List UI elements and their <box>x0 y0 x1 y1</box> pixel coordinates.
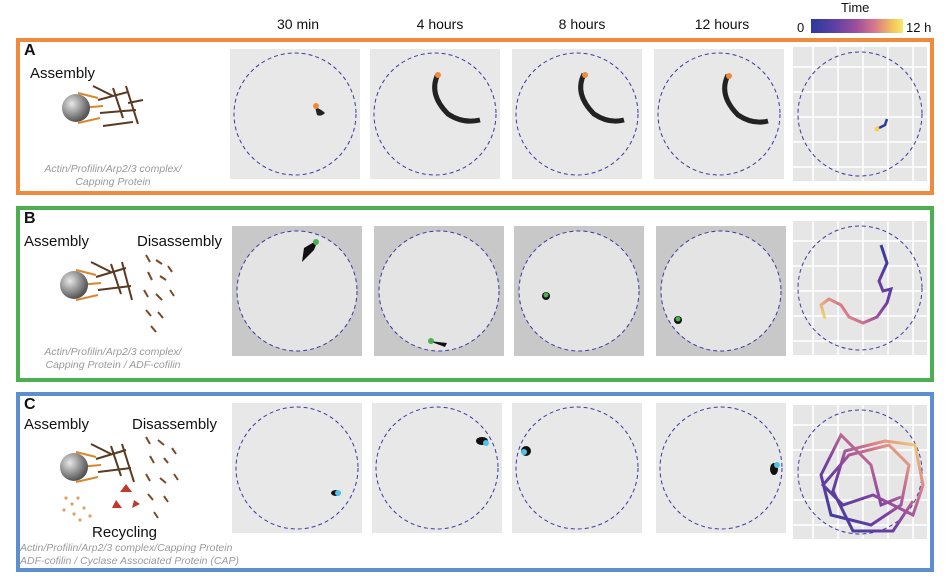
panel-a-trajectory <box>793 47 927 181</box>
panel-a-caption-line1: Actin/Profilin/Arp2/3 complex/ <box>44 163 182 175</box>
legend-max: 12 h <box>906 20 932 35</box>
panel-c-caption-line2: ADF-cofilin / Cyclase Associated Protein… <box>20 555 240 567</box>
panel-c-frame-8h <box>512 403 642 533</box>
panel-a-assembly-label: Assembly <box>30 65 96 82</box>
panel-a-frame-8h <box>512 49 642 179</box>
panel-a-frame-4h <box>370 49 500 179</box>
panel-c-bead-illustration <box>60 436 179 522</box>
panel-a-caption: Actin/Profilin/Arp2/3 complex/ Capping P… <box>28 163 198 189</box>
panel-a-frame-12h <box>654 49 784 179</box>
panel-c-frame-30min <box>232 403 362 533</box>
panel-a-frame-30min <box>230 49 360 179</box>
panel-c-recycling-label: Recycling <box>92 524 158 541</box>
panel-b-caption-line1: Actin/Profilin/Arp2/3 complex/ <box>44 346 182 358</box>
panel-b-letter: B <box>24 210 36 227</box>
col-head-4hours: 4 hours <box>416 16 464 32</box>
panel-c-frame-12h <box>656 403 786 533</box>
panel-a-letter: A <box>24 42 36 59</box>
legend-min: 0 <box>797 20 805 35</box>
panel-c-frame-4h <box>372 403 502 533</box>
panel-b-disassembly-label: Disassembly <box>137 233 223 250</box>
panel-a-bead-illustration <box>62 85 144 127</box>
panel-c-trajectory <box>793 405 927 539</box>
panel-a-caption-line2: Capping Protein <box>75 176 151 188</box>
panel-b-caption-line2: Capping Protein / ADF-cofilin <box>45 359 181 371</box>
panel-b-caption: Actin/Profilin/Arp2/3 complex/ Capping P… <box>28 346 198 372</box>
panel-b-trajectory <box>793 221 927 355</box>
panel-c-caption-line1: Actin/Profilin/Arp2/3 complex/Capping Pr… <box>20 542 233 554</box>
col-head-8hours: 8 hours <box>558 16 606 32</box>
panel-c-letter: C <box>24 396 36 413</box>
time-colorbar <box>811 19 903 33</box>
panel-b-assembly-label: Assembly <box>24 233 90 250</box>
panel-c-assembly-label: Assembly <box>24 416 90 433</box>
panel-b-frame-30min <box>232 226 362 356</box>
panel-b-bead-illustration <box>60 254 175 333</box>
panel-b-frame-12h <box>656 226 786 356</box>
col-head-30min: 30 min <box>276 16 320 32</box>
legend-title: Time <box>841 0 870 15</box>
panel-b-frame-8h <box>514 226 644 356</box>
col-head-12hours: 12 hours <box>694 16 750 32</box>
panel-b-frame-4h <box>374 226 504 356</box>
panel-c-disassembly-label: Disassembly <box>132 416 218 433</box>
panel-c-caption: Actin/Profilin/Arp2/3 complex/Capping Pr… <box>20 542 300 568</box>
